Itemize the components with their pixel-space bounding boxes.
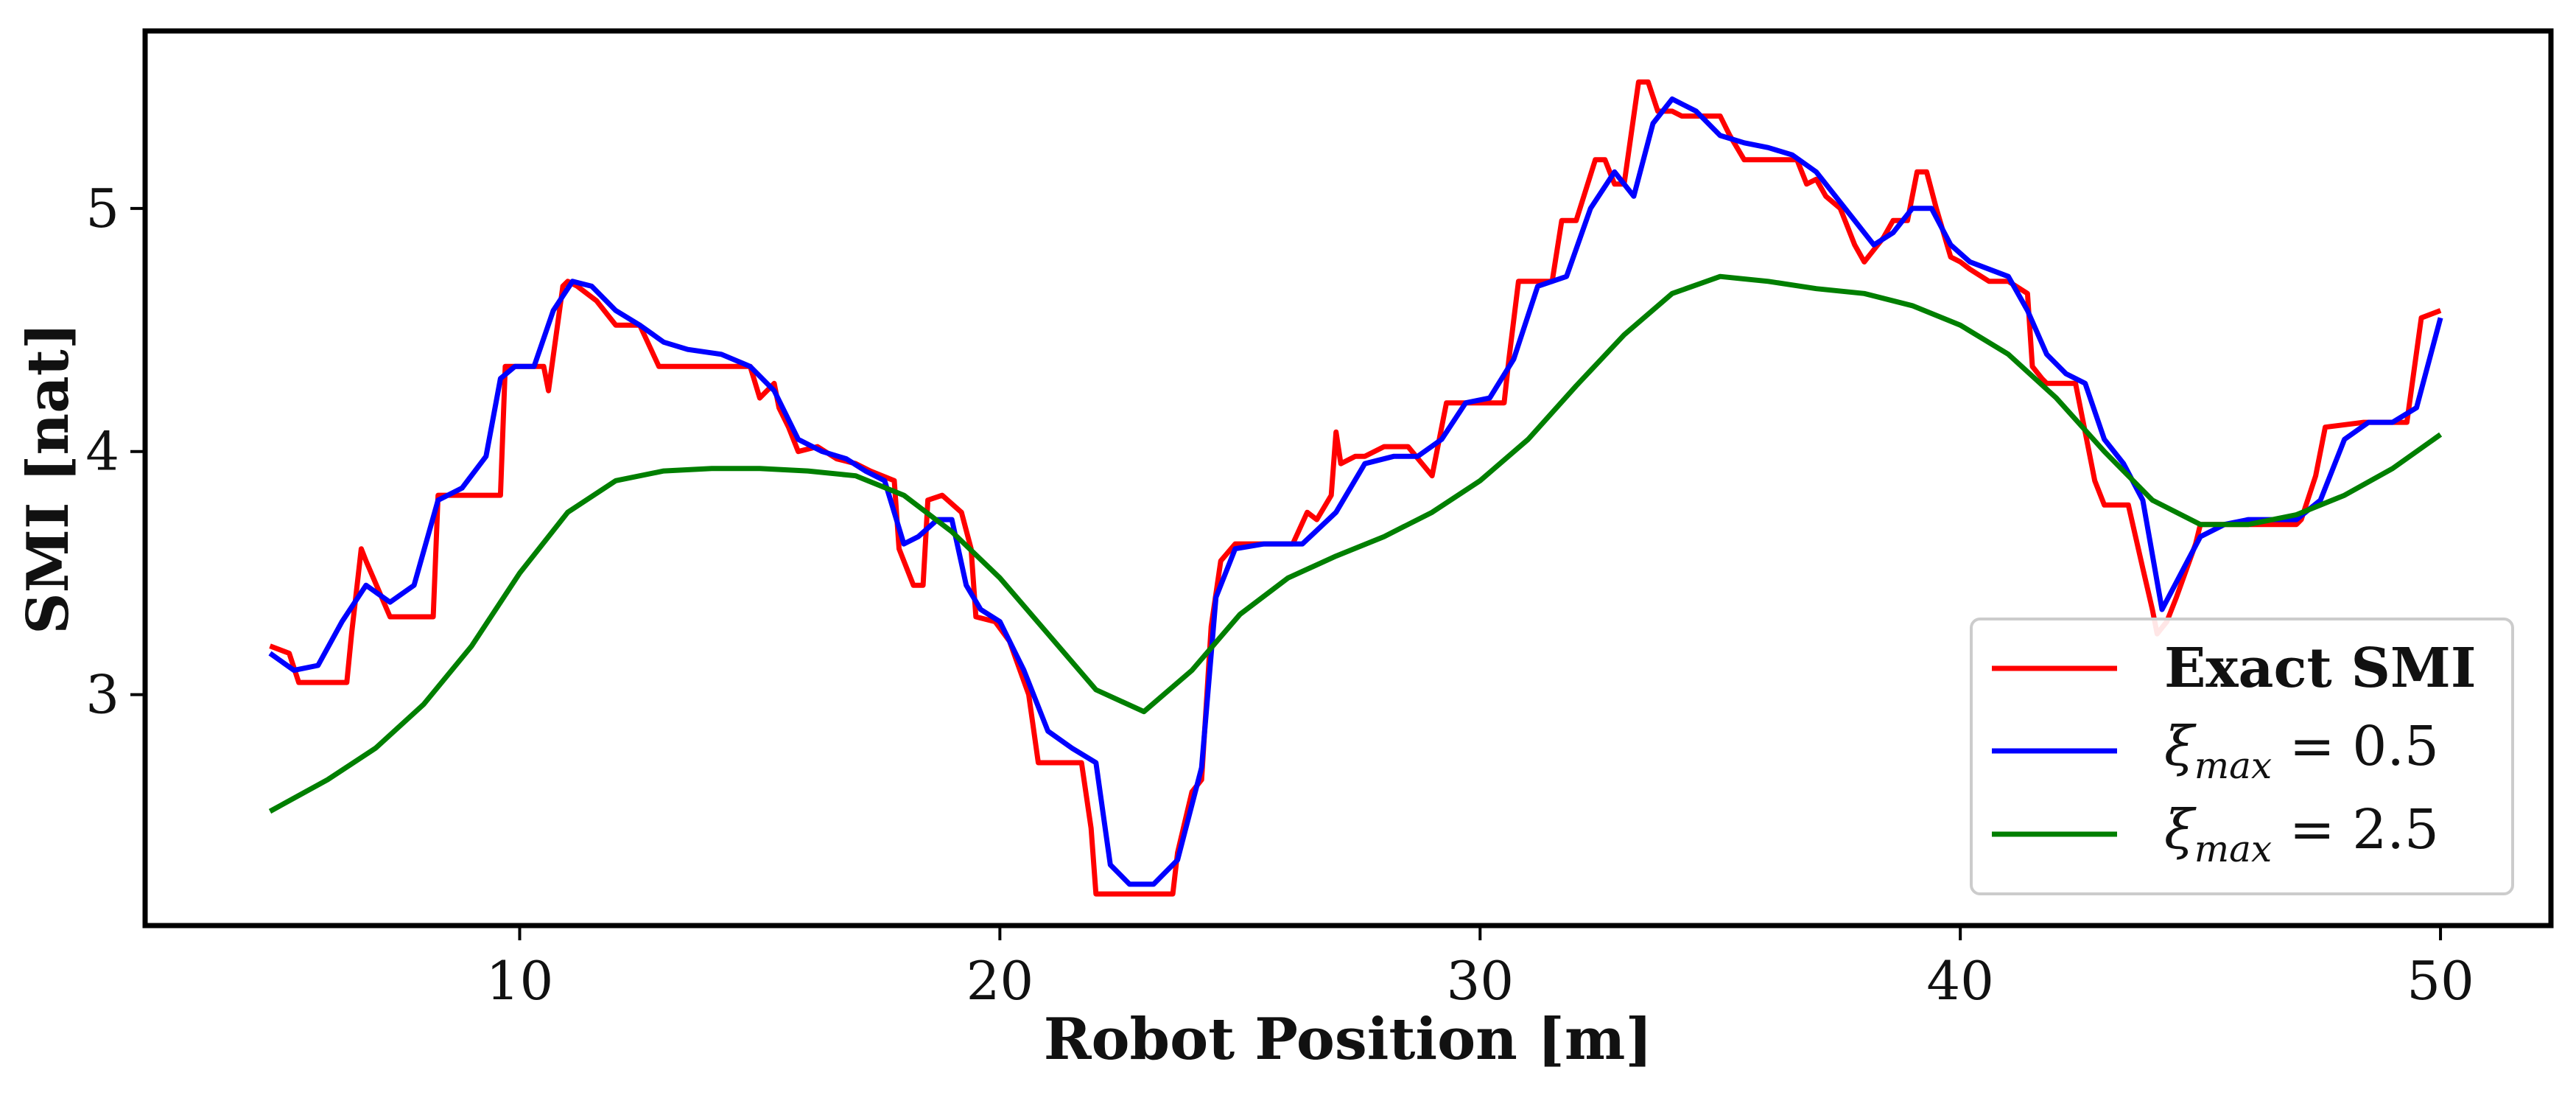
y-tick-label: 4: [85, 421, 119, 483]
series-line-0: [269, 79, 2442, 897]
y-axis-ticks: 3 4 5: [85, 178, 143, 726]
x-tick-label: 10: [486, 950, 554, 1012]
x-axis-label: Robot Position [m]: [1044, 1006, 1653, 1073]
x-tick-label: 30: [1446, 950, 1514, 1012]
series-layer: [268, 79, 2443, 897]
x-tick-label: 50: [2407, 950, 2474, 1012]
y-axis-label: SMI [nat]: [15, 322, 82, 634]
series-line-1: [268, 96, 2443, 887]
plot-frame: [142, 28, 2554, 929]
legend-label-xi-0-5: ξmax = 0.5: [2164, 715, 2439, 787]
legend-label-exact-smi: Exact SMI: [2164, 637, 2476, 700]
y-tick-label: 5: [85, 178, 119, 239]
legend-label-xi-2-5: ξmax = 2.5: [2164, 798, 2439, 870]
x-tick-label: 20: [966, 950, 1034, 1012]
y-tick-label: 3: [85, 664, 119, 726]
legend-box: [1970, 618, 2514, 895]
x-axis-ticks: 10 20 30 40 50: [486, 928, 2474, 1012]
legend: Exact SMI ξmax = 0.5 ξmax = 2.5: [1970, 618, 2514, 895]
x-tick-label: 40: [1926, 950, 1994, 1012]
series-line-2: [268, 273, 2443, 814]
